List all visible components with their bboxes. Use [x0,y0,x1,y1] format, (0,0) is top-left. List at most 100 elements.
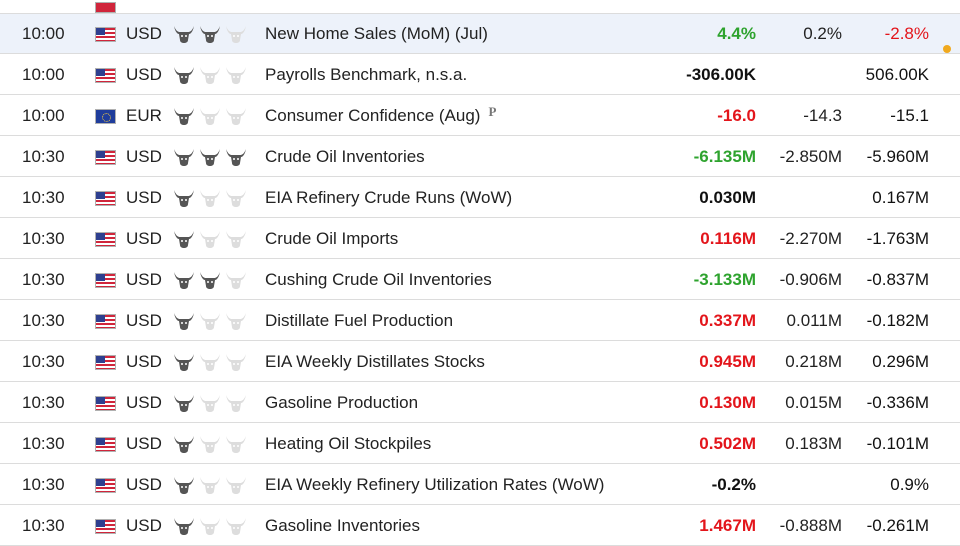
event-time: 10:30 [22,188,65,207]
bull-icon-active [225,147,247,167]
previous-value: 0.9% [890,475,929,494]
importance-rating [173,475,251,495]
event-time: 10:30 [22,516,65,535]
table-row[interactable]: 10:30 USD Gasoline Inventories 1.467M -0… [0,506,960,546]
importance-rating [173,311,251,331]
importance-rating [173,229,251,249]
forecast-value: 0.183M [785,434,842,453]
bull-icon-inactive [225,188,247,208]
actual-value: 0.130M [699,393,756,412]
us-flag-icon [95,2,116,13]
importance-rating [173,147,251,167]
us-flag-icon [95,191,116,206]
bull-icon-active [173,65,195,85]
importance-rating [173,65,251,85]
currency-code: USD [126,65,162,84]
importance-rating [173,270,251,290]
bull-icon-active [199,270,221,290]
bull-icon-active [173,475,195,495]
event-name: Payrolls Benchmark, n.s.a. [265,65,468,84]
previous-value: -0.182M [866,311,929,330]
event-name-link[interactable]: EIA Refinery Crude Runs (WoW) [265,178,512,218]
table-row[interactable]: 10:30 USD EIA Weekly Distillates Stocks … [0,342,960,382]
event-name-link[interactable]: Gasoline Inventories [265,506,420,546]
table-row[interactable]: 10:30 USD Distillate Fuel Production 0.3… [0,301,960,341]
table-row[interactable]: 10:00 EUR Consumer Confidence (Aug) P -16… [0,96,960,136]
event-name: Cushing Crude Oil Inventories [265,270,492,289]
event-time: 10:30 [22,393,65,412]
event-name-link[interactable]: Gasoline Production [265,383,418,423]
event-name-link[interactable]: Consumer Confidence (Aug) P [265,96,496,136]
bull-icon-inactive [199,393,221,413]
forecast-value: -2.850M [779,147,842,166]
currency-code: USD [126,311,162,330]
table-row[interactable]: 10:30 USD Cushing Crude Oil Inventories … [0,260,960,300]
actual-value: -0.2% [711,475,756,494]
bull-icon-inactive [225,311,247,331]
forecast-value: 0.218M [785,352,842,371]
event-time: 10:00 [22,65,65,84]
bull-icon-active [173,393,195,413]
event-name-link[interactable]: EIA Weekly Distillates Stocks [265,342,485,382]
importance-rating [173,24,251,44]
actual-value: 0.945M [699,352,756,371]
event-name-link[interactable]: Heating Oil Stockpiles [265,424,431,464]
event-time: 10:30 [22,147,65,166]
bull-icon-inactive [199,65,221,85]
event-name-link[interactable]: Cushing Crude Oil Inventories [265,260,492,300]
bull-icon-inactive [225,270,247,290]
preliminary-badge: P [488,104,497,119]
bull-icon-active [173,188,195,208]
actual-value: 0.116M [700,229,756,248]
event-name-link[interactable]: Distillate Fuel Production [265,301,453,341]
table-row[interactable]: 10:30 USD Gasoline Production 0.130M 0.0… [0,383,960,423]
currency-code: USD [126,434,162,453]
bull-icon-active [173,24,195,44]
actual-value: -16.0 [717,106,756,125]
alert-dot-icon[interactable] [943,45,951,53]
table-row[interactable]: 10:00 USD Payrolls Benchmark, n.s.a. -30… [0,55,960,95]
importance-rating [173,352,251,372]
actual-value: 0.502M [699,434,756,453]
actual-value: -306.00K [686,65,756,84]
event-time: 10:30 [22,229,65,248]
importance-rating [173,434,251,454]
importance-rating [173,393,251,413]
previous-value: -1.763M [866,229,929,248]
us-flag-icon [95,437,116,452]
table-row[interactable]: 10:00 USD New Home Sales (MoM) (Jul) 4.4… [0,14,960,54]
table-row[interactable]: 10:30 USD Crude Oil Inventories -6.135M … [0,137,960,177]
table-row-partial[interactable] [0,0,960,14]
table-row[interactable]: 10:30 USD Crude Oil Imports 0.116M -2.27… [0,219,960,259]
bull-icon-inactive [225,229,247,249]
bull-icon-inactive [199,434,221,454]
event-name-link[interactable]: EIA Weekly Refinery Utilization Rates (W… [265,465,604,505]
actual-value: 0.337M [699,311,756,330]
event-name-link[interactable]: Crude Oil Inventories [265,137,425,177]
bull-icon-inactive [225,106,247,126]
currency-code: USD [126,24,162,43]
event-name-link[interactable]: Crude Oil Imports [265,219,398,259]
forecast-value: -0.888M [779,516,842,535]
bull-icon-inactive [199,229,221,249]
table-row[interactable]: 10:30 USD Heating Oil Stockpiles 0.502M … [0,424,960,464]
event-time: 10:00 [22,106,65,125]
currency-code: USD [126,475,162,494]
table-row[interactable]: 10:30 USD EIA Refinery Crude Runs (WoW) … [0,178,960,218]
bull-icon-inactive [199,106,221,126]
us-flag-icon [95,314,116,329]
us-flag-icon [95,232,116,247]
forecast-value: -2.270M [779,229,842,248]
table-row[interactable]: 10:30 USD EIA Weekly Refinery Utilizatio… [0,465,960,505]
currency-code: USD [126,516,162,535]
currency-code: USD [126,147,162,166]
bull-icon-active [173,434,195,454]
event-name: Consumer Confidence (Aug) [265,106,481,125]
event-name-link[interactable]: Payrolls Benchmark, n.s.a. [265,55,467,95]
previous-value: 0.167M [872,188,929,207]
event-name-link[interactable]: New Home Sales (MoM) (Jul) [265,14,488,54]
us-flag-icon [95,396,116,411]
bull-icon-active [173,106,195,126]
event-time: 10:30 [22,311,65,330]
forecast-value: -0.906M [779,270,842,289]
